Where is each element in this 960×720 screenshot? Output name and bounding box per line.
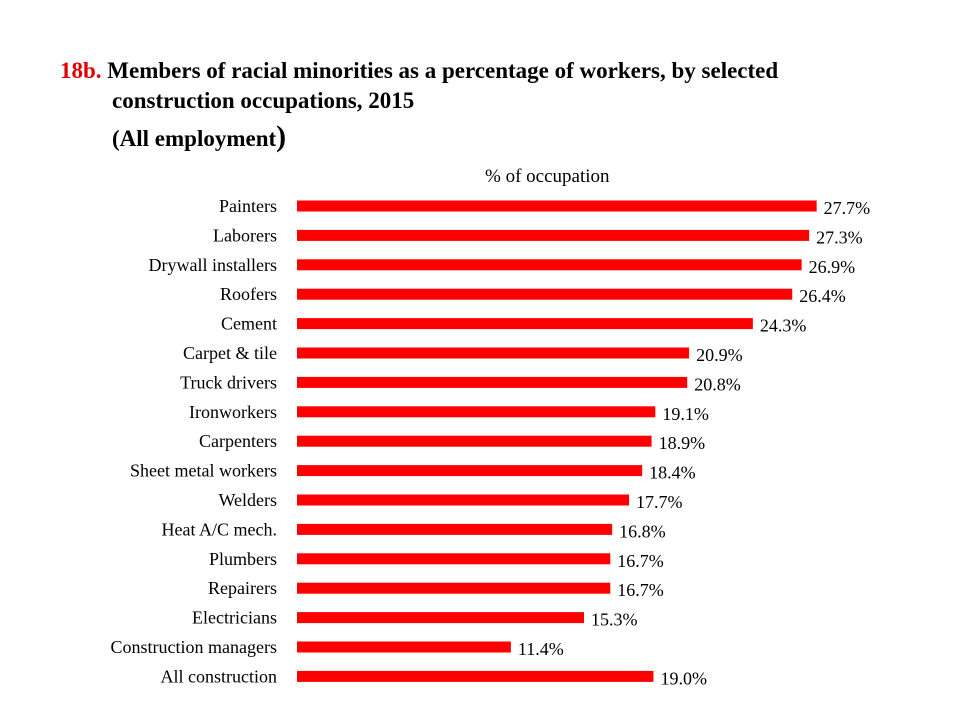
bar — [297, 406, 656, 418]
category-label: All construction — [161, 666, 277, 686]
value-label: 16.8% — [619, 521, 666, 541]
category-label: Repairers — [208, 578, 277, 598]
category-label: Welders — [218, 490, 277, 510]
bar — [297, 465, 643, 477]
value-label: 26.4% — [799, 286, 846, 306]
bar — [297, 523, 613, 535]
category-label: Ironworkers — [189, 402, 277, 422]
value-label: 20.9% — [696, 345, 743, 365]
bar — [297, 229, 810, 241]
value-label: 17.7% — [636, 492, 683, 512]
category-label: Plumbers — [209, 549, 277, 569]
category-label: Construction managers — [111, 637, 277, 657]
value-label: 27.7% — [824, 198, 871, 218]
axis-title: % of occupation — [485, 166, 610, 187]
bar — [297, 259, 802, 271]
figure-number: 18b. — [60, 58, 102, 83]
subtitle-close-paren: ) — [276, 120, 287, 153]
category-label: Carpet & tile — [183, 343, 277, 363]
subtitle-text: (All employment — [112, 126, 277, 151]
value-label: 16.7% — [617, 580, 664, 600]
bar — [297, 200, 817, 212]
bar — [297, 494, 630, 506]
bar — [297, 318, 753, 330]
chart-subtitle: (All employment) — [60, 120, 940, 156]
chart-title: 18b. Members of racial minorities as a p… — [60, 56, 940, 156]
value-label: 18.4% — [649, 463, 696, 483]
value-label: 24.3% — [760, 316, 807, 336]
bar — [297, 670, 654, 682]
value-label: 11.4% — [518, 639, 564, 659]
category-label: Laborers — [213, 225, 277, 245]
value-label: 15.3% — [591, 610, 638, 630]
bar — [297, 376, 688, 388]
category-label: Painters — [219, 196, 277, 216]
bar — [297, 612, 585, 624]
title-line-1: 18b. Members of racial minorities as a p… — [60, 56, 940, 86]
category-label: Truck drivers — [180, 372, 277, 392]
value-label: 19.1% — [662, 404, 709, 424]
category-label: Cement — [221, 314, 277, 334]
bar — [297, 435, 652, 447]
category-label: Drywall installers — [149, 255, 277, 275]
value-label: 27.3% — [816, 227, 863, 247]
bar — [297, 288, 793, 300]
bar — [297, 347, 690, 359]
category-label: Heat A/C mech. — [162, 519, 277, 539]
value-label: 18.9% — [659, 433, 706, 453]
bar — [297, 582, 611, 594]
value-label: 20.8% — [694, 374, 741, 394]
category-label: Roofers — [220, 284, 277, 304]
title-line-2: construction occupations, 2015 — [112, 88, 415, 113]
value-label: 26.9% — [809, 257, 856, 277]
bar — [297, 641, 511, 653]
category-label: Electricians — [192, 608, 277, 628]
value-label: 16.7% — [617, 551, 664, 571]
bar — [297, 553, 611, 565]
category-label: Carpenters — [199, 431, 277, 451]
category-label: Sheet metal workers — [130, 461, 277, 481]
title-text-1: Members of racial minorities as a percen… — [107, 58, 779, 83]
value-label: 19.0% — [660, 668, 707, 688]
